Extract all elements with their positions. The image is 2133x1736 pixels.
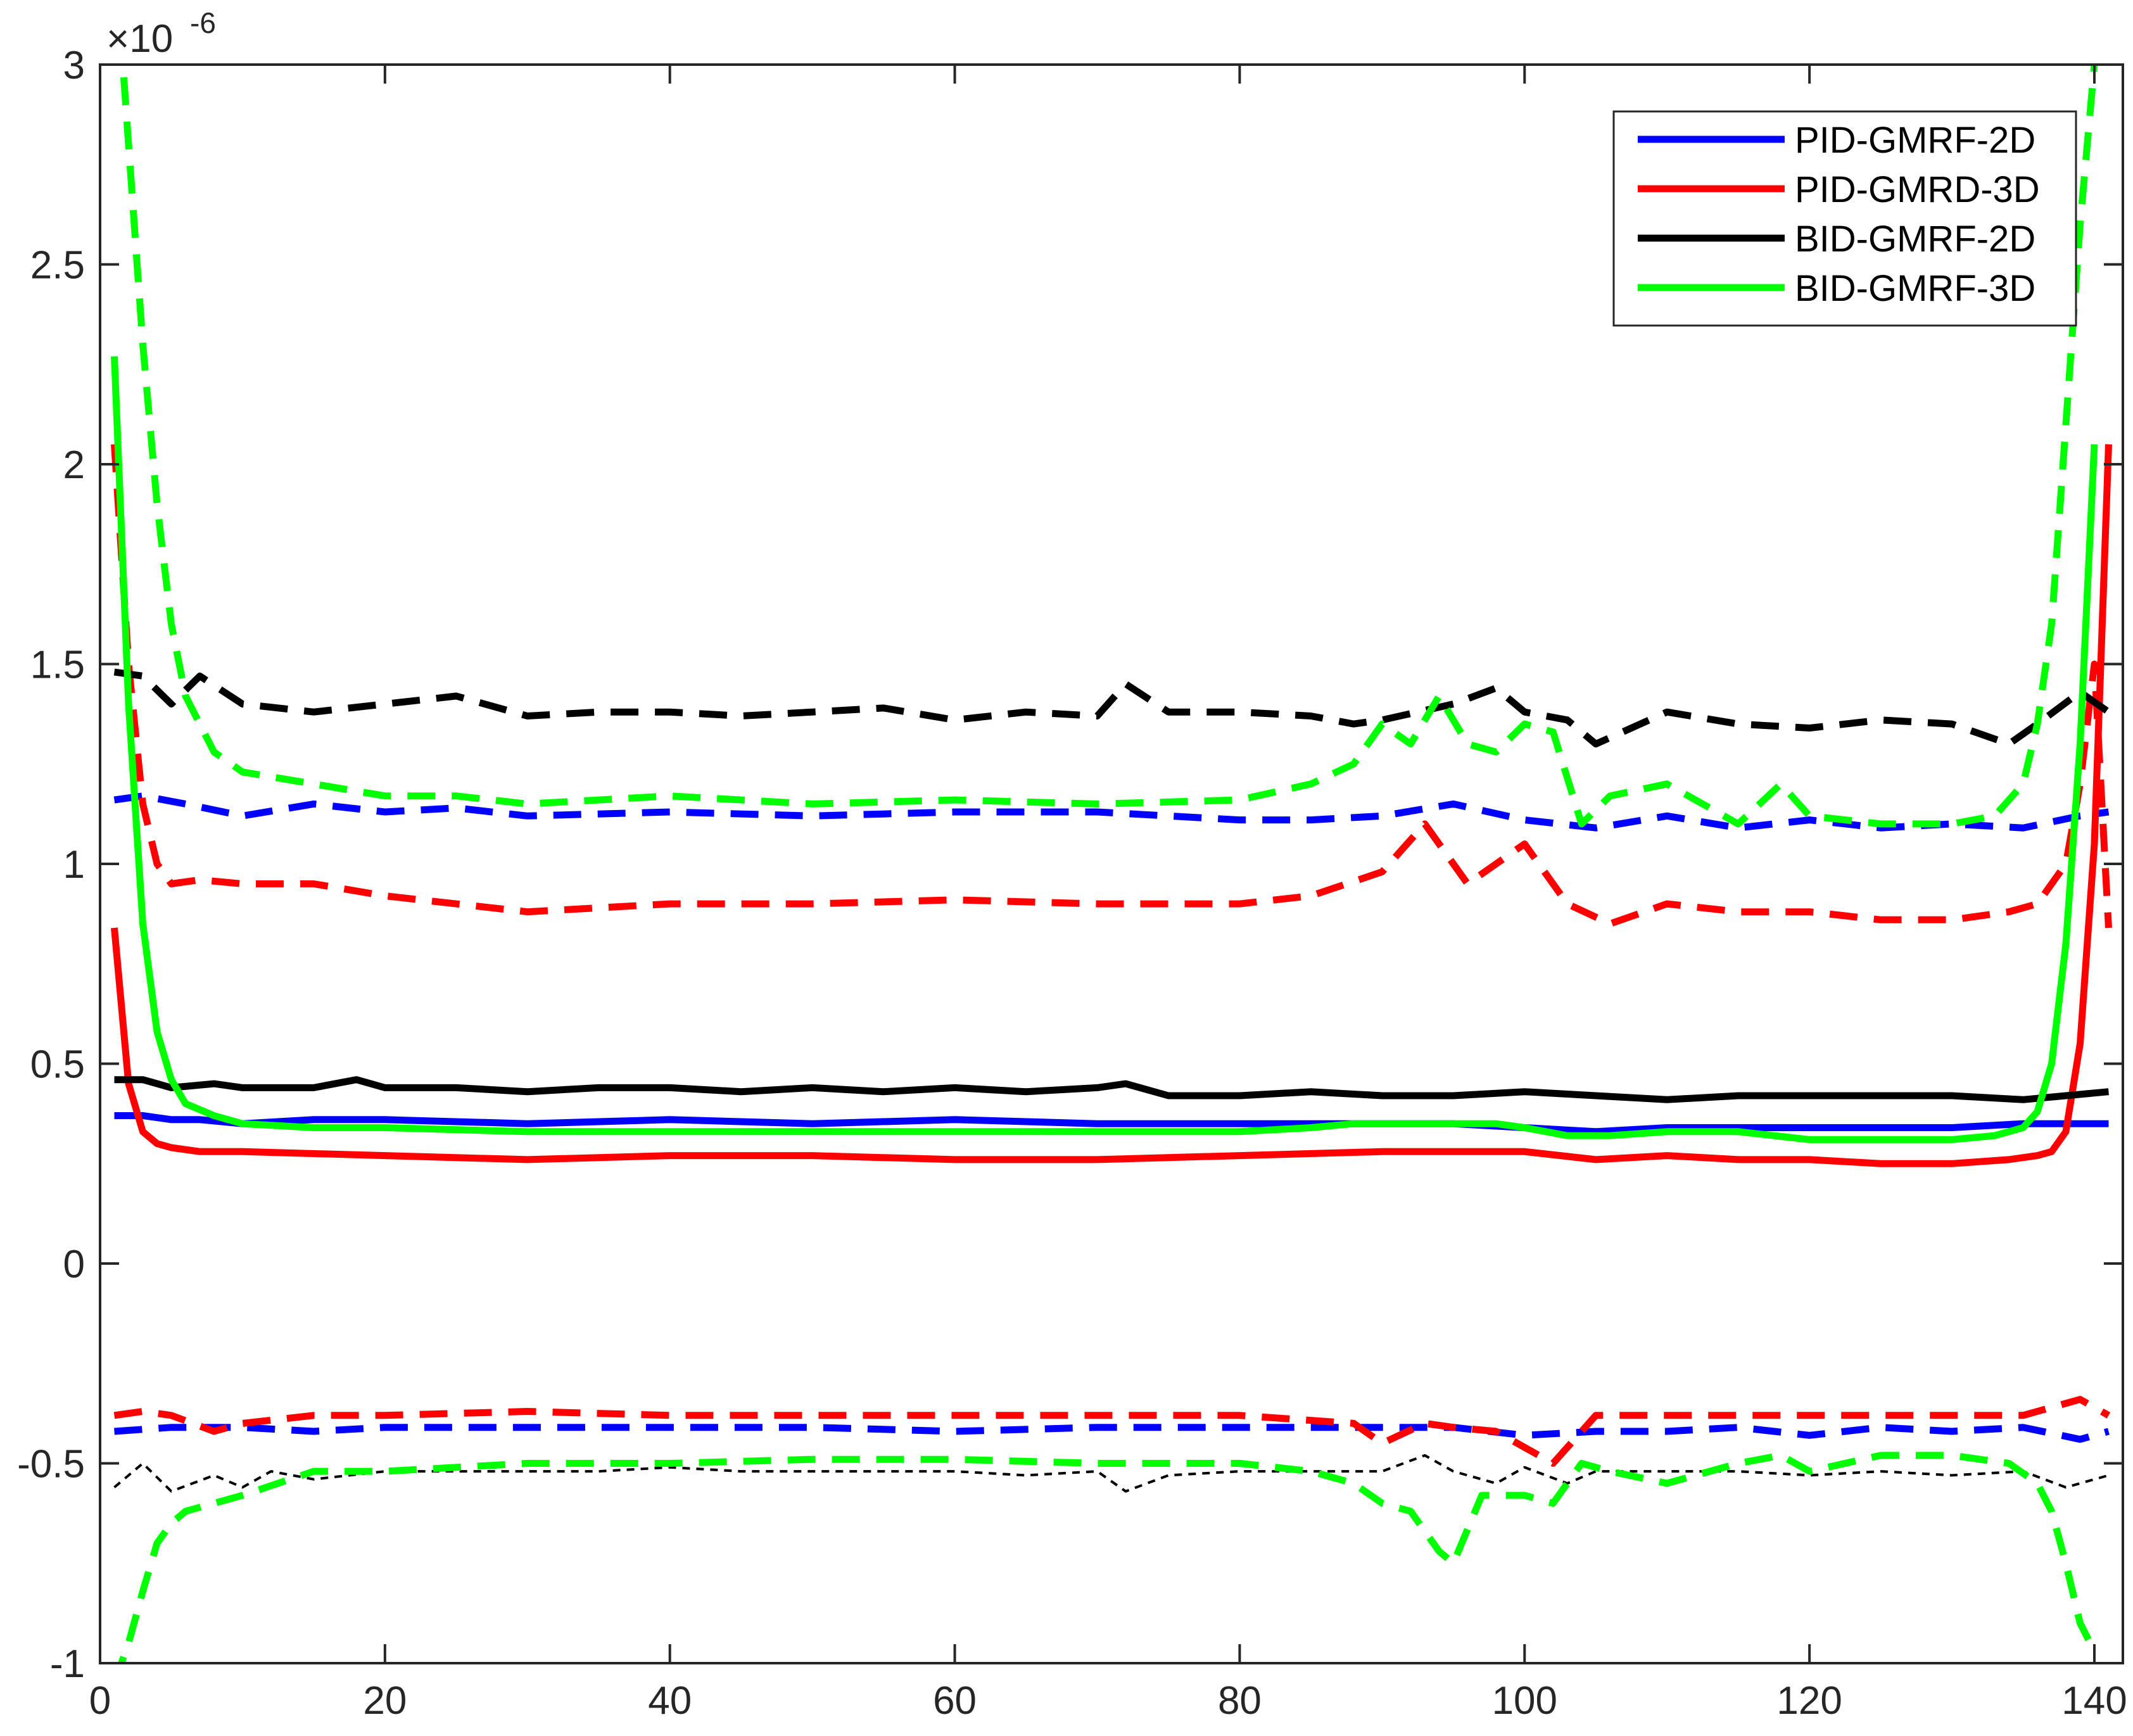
y-tick-label: 0 xyxy=(63,1243,85,1286)
y-tick-label: 1.5 xyxy=(30,643,85,687)
y-tick-label: 3 xyxy=(63,44,85,87)
series-layer xyxy=(111,65,2112,1663)
legend: PID-GMRF-2D PID-GMRD-3D BID-GMRF-2D BID-GMR… xyxy=(1612,110,2077,327)
x-tick-label: 140 xyxy=(2061,1679,2127,1723)
exponent-power: -6 xyxy=(190,6,216,39)
x-tick-label: 20 xyxy=(363,1679,407,1723)
y-tick-label: 2 xyxy=(63,443,85,487)
series-line-3 xyxy=(111,444,2112,1167)
y-axis-exponent: ×10 -6 xyxy=(106,6,216,61)
x-axis: 0 20 40 60 80 100 120 140 xyxy=(89,65,2127,1723)
series-line-4 xyxy=(111,444,2112,928)
legend-label: BID-GMRF-2D xyxy=(1795,219,2035,260)
series-line-11 xyxy=(117,1452,2098,1663)
x-tick-label: 100 xyxy=(1492,1679,1557,1723)
y-tick-label: 2.5 xyxy=(30,244,85,288)
y-tick-label: 0.5 xyxy=(30,1043,85,1087)
x-tick-label: 80 xyxy=(1218,1679,1262,1723)
legend-label: PID-GMRF-2D xyxy=(1795,120,2035,161)
x-tick-label: 60 xyxy=(933,1679,977,1723)
series-line-7 xyxy=(113,668,2111,748)
y-tick-label: -0.5 xyxy=(17,1443,85,1486)
legend-label: BID-GMRF-3D xyxy=(1795,268,2035,309)
y-axis: -1 -0.5 0 0.5 1 1.5 2 2.5 3 xyxy=(17,44,2123,1686)
legend-label: PID-GMRD-3D xyxy=(1795,169,2040,210)
series-line-5 xyxy=(113,1396,2111,1467)
series-line-10 xyxy=(119,65,2098,828)
exponent-label: ×10 xyxy=(106,17,173,61)
series-line-6 xyxy=(114,1076,2110,1103)
x-tick-label: 120 xyxy=(1776,1679,1842,1723)
series-line-8 xyxy=(113,1454,2110,1493)
x-tick-label: 40 xyxy=(648,1679,692,1723)
series-line-1 xyxy=(113,792,2110,832)
series-line-2 xyxy=(114,1424,2110,1443)
series-line-9 xyxy=(111,356,2098,1143)
y-tick-label: 1 xyxy=(63,843,85,887)
x-tick-label: 0 xyxy=(89,1679,111,1723)
y-tick-label: -1 xyxy=(50,1642,85,1686)
